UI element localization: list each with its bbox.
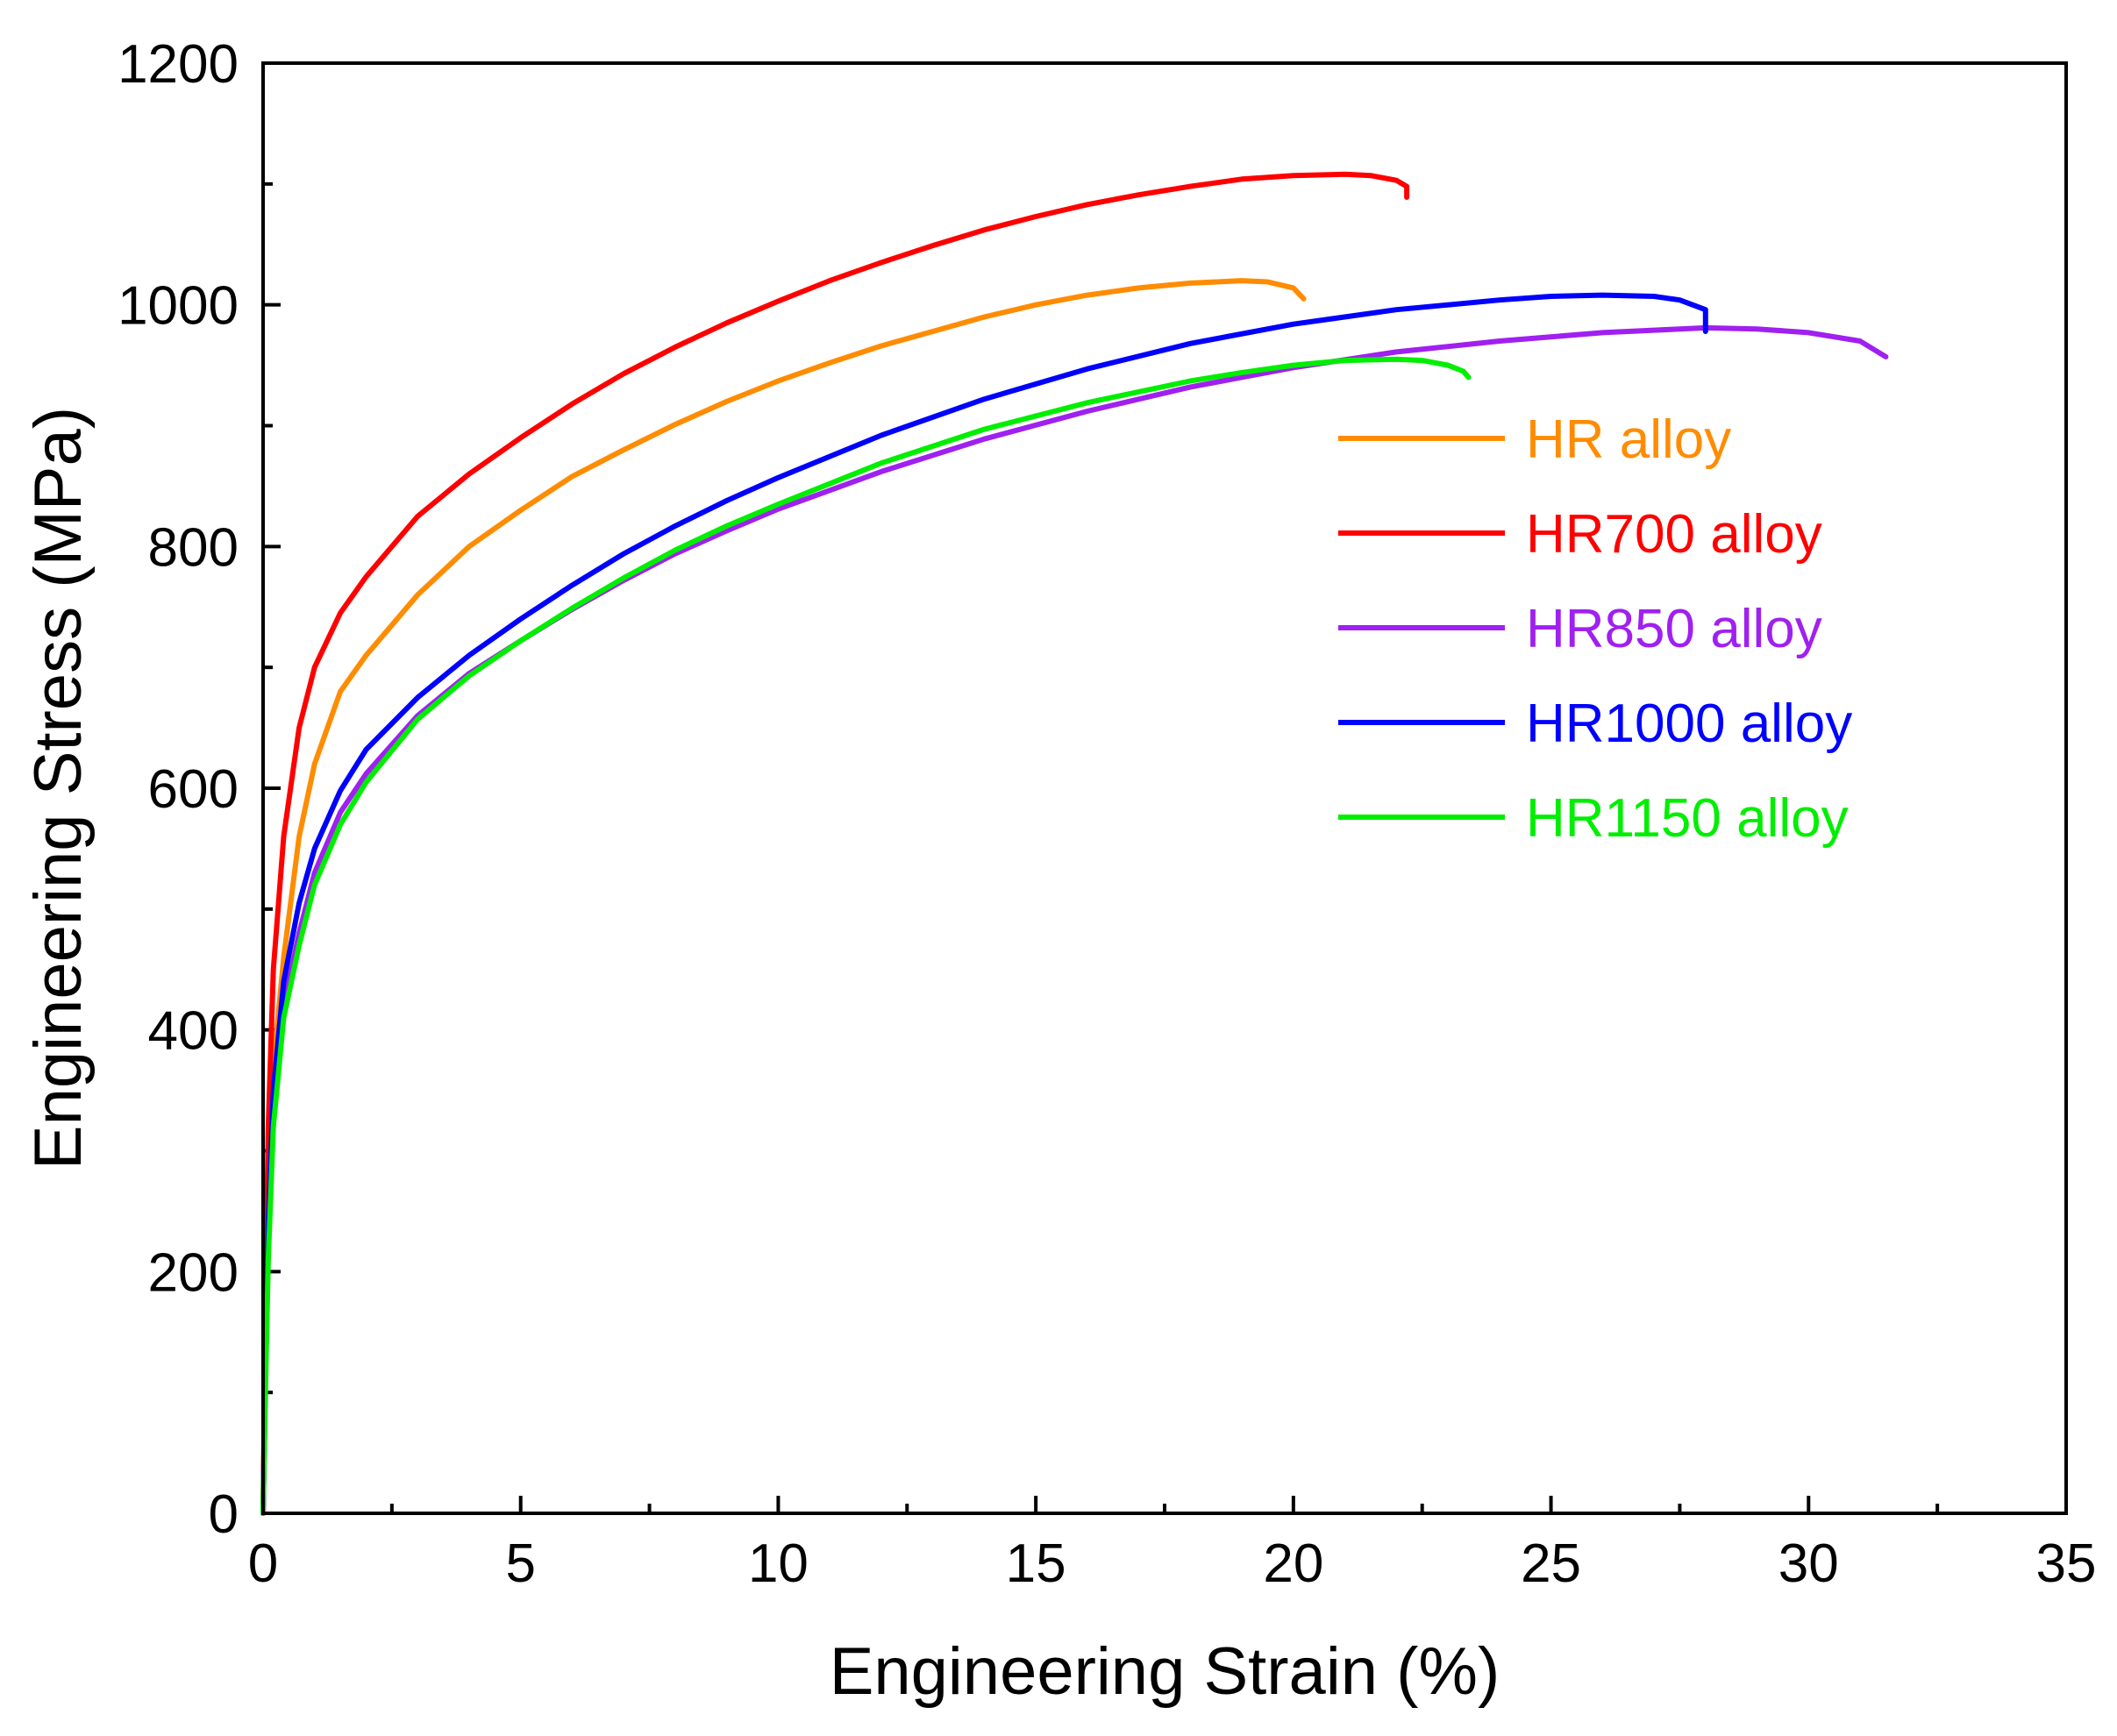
y-axis-ticks: 0 200 400 600 800 1000 1200 xyxy=(118,34,281,1545)
series-line-hr700-alloy xyxy=(260,171,1410,1516)
y-tick-label: 1000 xyxy=(118,276,239,337)
x-tick-label: 35 xyxy=(2036,1533,2097,1594)
legend-label: HR850 alloy xyxy=(1526,599,1822,659)
series-line-hr1000-alloy xyxy=(260,292,1708,1516)
x-tick-label: 10 xyxy=(748,1533,809,1594)
y-tick-label: 800 xyxy=(148,517,239,578)
x-tick-label: 20 xyxy=(1263,1533,1323,1594)
series-line-hr1150-alloy xyxy=(260,356,1472,1516)
y-tick-label: 0 xyxy=(209,1484,239,1545)
legend-label: HR700 alloy xyxy=(1526,504,1822,565)
x-tick-label: 5 xyxy=(505,1533,535,1594)
x-axis-ticks: 0 5 10 15 20 25 30 35 xyxy=(248,1496,2097,1594)
x-tick-label: 25 xyxy=(1521,1533,1581,1594)
x-tick-label: 0 xyxy=(248,1533,278,1594)
series-lines xyxy=(260,171,1889,1516)
y-tick-label: 600 xyxy=(148,759,239,820)
series-line-hr-alloy xyxy=(260,278,1307,1516)
legend-label: HR alloy xyxy=(1526,409,1731,470)
y-tick-label: 200 xyxy=(148,1242,239,1303)
x-tick-label: 30 xyxy=(1778,1533,1839,1594)
x-axis-title: Engineering Strain (%) xyxy=(830,1634,1500,1709)
series-line-hr850-alloy xyxy=(260,324,1889,1516)
plot-frame xyxy=(261,61,2068,1515)
y-axis-title: Engineering Stress (MPa) xyxy=(21,407,96,1170)
legend-label: HR1150 alloy xyxy=(1526,788,1849,849)
y-tick-label: 400 xyxy=(148,1001,239,1062)
legend: HR alloy HR700 alloy HR850 alloy HR1000 all… xyxy=(1338,409,1852,849)
legend-label: HR1000 alloy xyxy=(1526,694,1852,754)
y-tick-label: 1200 xyxy=(118,34,239,95)
x-tick-label: 15 xyxy=(1006,1533,1066,1594)
